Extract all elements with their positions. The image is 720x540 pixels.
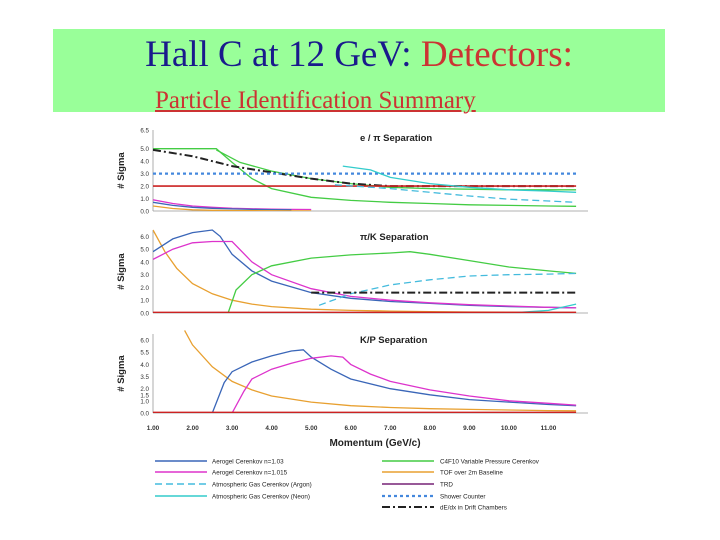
series-line-aerogel-1015	[153, 240, 577, 309]
x-tick-label: 4.00	[265, 425, 278, 432]
slide-title-main: Hall C at 12 GeV:	[145, 34, 421, 75]
y-tick-label: 4.0	[140, 159, 149, 166]
legend-label: Atmospheric Gas Cerenkov (Neon)	[212, 494, 310, 501]
y-tick-label: 0.0	[140, 311, 149, 318]
x-tick-label: 8.00	[424, 425, 437, 432]
series-line-c4f10	[153, 148, 577, 207]
legend-label: Atmospheric Gas Cerenkov (Argon)	[212, 482, 312, 489]
y-axis-label: # Sigma	[116, 253, 127, 290]
series-line-argon	[318, 272, 577, 306]
y-tick-label: 0.0	[140, 411, 149, 418]
panel-title: e / π Separation	[360, 133, 432, 144]
series-line-aerogel-103	[211, 349, 577, 413]
slide-title: Hall C at 12 GeV: Detectors:	[53, 33, 665, 77]
y-tick-label: 1.0	[140, 196, 149, 203]
y-tick-label: 6.0	[140, 338, 149, 345]
y-tick-label: 1.0	[140, 398, 149, 405]
y-tick-label: 2.0	[140, 285, 149, 292]
y-axis-label: # Sigma	[116, 152, 127, 189]
y-tick-label: 5.0	[140, 146, 149, 153]
y-tick-label: 4.0	[140, 259, 149, 266]
slide-title-accent: Detectors:	[420, 34, 573, 75]
y-tick-label: 5.0	[140, 247, 149, 254]
series-line-tof	[184, 330, 577, 412]
x-tick-label: 9.00	[463, 425, 476, 432]
x-tick-label: 5.00	[305, 425, 318, 432]
x-tick-label: 6.00	[345, 425, 358, 432]
panel-title: K/P Separation	[360, 335, 428, 346]
y-tick-label: 1.0	[140, 298, 149, 305]
x-tick-label: 3.00	[226, 425, 239, 432]
series-line-c4f10	[215, 149, 577, 191]
y-tick-label: 6.5	[140, 128, 149, 135]
panel-title: π/K Separation	[360, 232, 429, 243]
y-tick-label: 0.0	[140, 209, 149, 216]
legend-label: TOF over 2m Baseline	[440, 470, 503, 477]
legend-label: Shower Counter	[440, 494, 486, 501]
x-tick-label: 7.00	[384, 425, 397, 432]
series-line-aerogel-1015	[231, 355, 577, 413]
y-tick-label: 2.0	[140, 184, 149, 191]
x-tick-label: 11.00	[541, 425, 557, 432]
slide-title-box: Hall C at 12 GeV: Detectors: Particle Id…	[53, 29, 665, 114]
series-line-argon	[334, 184, 577, 203]
legend-label: Aerogel Cerenkov n=1.015	[212, 470, 288, 477]
x-tick-label: 2.00	[186, 425, 199, 432]
legend-label: dE/dx in Drift Chambers	[440, 505, 507, 512]
x-axis-label: Momentum (GeV/c)	[329, 438, 420, 449]
legend-label: Aerogel Cerenkov n=1.03	[212, 459, 284, 466]
series-line-tof	[153, 205, 312, 211]
y-tick-label: 3.0	[140, 171, 149, 178]
y-axis-label: # Sigma	[116, 355, 127, 392]
x-tick-label: 1.00	[147, 425, 160, 432]
y-tick-label: 1.5	[140, 392, 149, 399]
y-tick-label: 4.0	[140, 362, 149, 369]
series-line-neon	[342, 165, 577, 193]
y-tick-label: 2.0	[140, 386, 149, 393]
series-line-aerogel-103	[153, 201, 292, 211]
legend-label: TRD	[440, 482, 453, 489]
slide-subtitle: Particle Identification Summary	[155, 87, 476, 114]
y-tick-label: 3.0	[140, 272, 149, 279]
y-tick-label: 6.0	[140, 234, 149, 241]
y-tick-label: 5.5	[140, 350, 149, 357]
x-tick-label: 10.00	[501, 425, 517, 432]
series-line-dedx	[153, 148, 577, 188]
legend-label: C4F10 Variable Pressure Cerenkov	[440, 459, 540, 466]
series-line-aerogel-1015	[153, 199, 312, 211]
y-tick-label: 3.5	[140, 374, 149, 381]
series-line-c4f10	[227, 251, 577, 313]
